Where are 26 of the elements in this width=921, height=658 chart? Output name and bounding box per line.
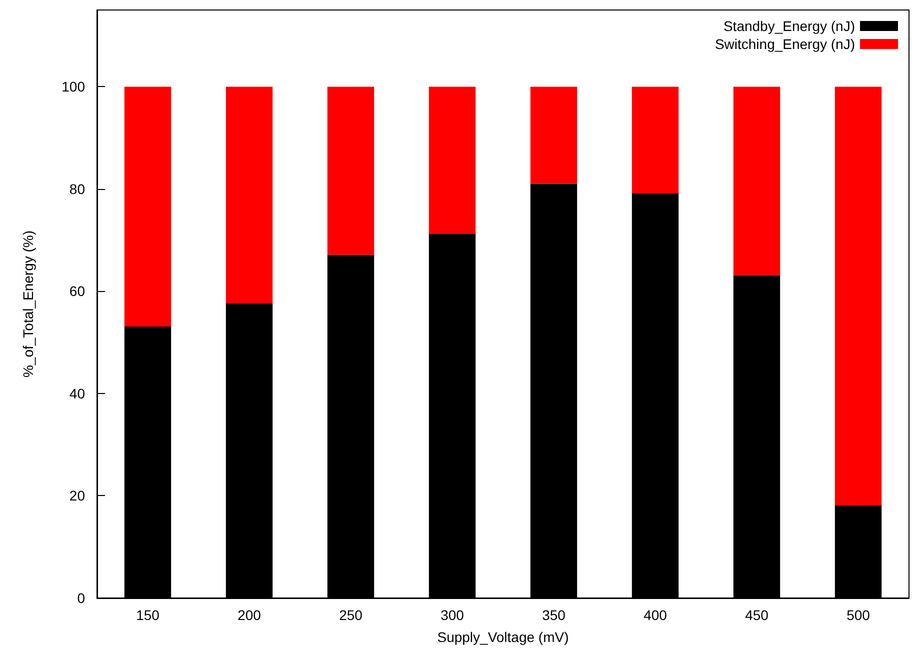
bar <box>834 86 882 506</box>
y-tick-label: 0 <box>77 590 86 606</box>
bar <box>226 86 273 304</box>
bar <box>327 86 374 255</box>
bar <box>124 86 172 326</box>
legend-label: Switching_Energy (nJ) <box>714 36 855 52</box>
x-tick-label: 150 <box>136 607 160 623</box>
x-tick-label: 300 <box>440 607 464 623</box>
y-axis-title: %_of_Total_Energy (%) <box>20 230 36 378</box>
y-tick-label: 100 <box>62 78 86 95</box>
x-axis-title: Supply_Voltage (mV) <box>437 629 569 645</box>
x-tick-label: 350 <box>542 607 566 623</box>
bar <box>632 86 679 194</box>
bar <box>428 86 476 234</box>
legend-label: Standby_Energy (nJ) <box>723 18 855 34</box>
y-tick-label: 80 <box>69 180 86 197</box>
y-tick-label: 20 <box>69 488 86 504</box>
x-tick-label: 400 <box>644 607 668 623</box>
x-tick-label: 500 <box>846 607 870 623</box>
x-tick-label: 250 <box>339 607 363 623</box>
x-tick-label: 200 <box>238 607 262 623</box>
y-tick-label: 60 <box>69 283 86 300</box>
bar <box>733 86 780 276</box>
x-tick-label: 450 <box>745 607 769 623</box>
bar <box>530 86 578 184</box>
y-tick-label: 40 <box>69 385 86 402</box>
